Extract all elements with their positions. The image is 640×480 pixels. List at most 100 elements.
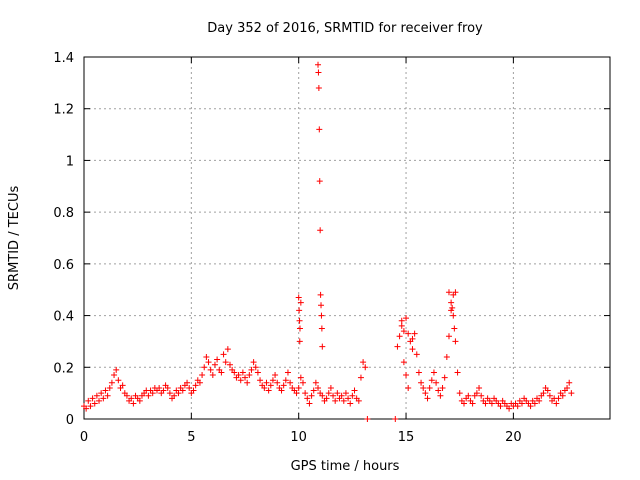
x-tick-label: 10 — [290, 430, 307, 445]
data-point — [319, 343, 326, 350]
data-point — [207, 366, 214, 373]
data-point — [488, 400, 495, 407]
data-point — [104, 392, 111, 399]
data-point — [338, 392, 345, 399]
data-point — [306, 400, 313, 407]
data-point — [96, 397, 103, 404]
data-point — [295, 294, 302, 301]
data-point — [91, 400, 98, 407]
data-point — [347, 400, 354, 407]
data-point — [130, 400, 137, 407]
data-point — [439, 384, 446, 391]
data-point — [435, 387, 442, 394]
data-point — [405, 330, 412, 337]
data-point — [315, 384, 322, 391]
data-point — [536, 397, 543, 404]
data-point — [409, 346, 416, 353]
data-point — [317, 291, 324, 298]
data-point — [254, 369, 261, 376]
data-point — [527, 403, 534, 410]
data-point — [296, 307, 303, 314]
data-point — [248, 366, 255, 373]
data-point — [437, 392, 444, 399]
data-point — [540, 390, 547, 397]
data-point — [473, 390, 480, 397]
data-point — [317, 227, 324, 234]
data-point — [261, 384, 268, 391]
data-point — [424, 395, 431, 402]
data-points — [81, 61, 575, 422]
data-point — [497, 403, 504, 410]
data-point — [145, 392, 152, 399]
data-point — [409, 335, 416, 342]
data-point — [222, 359, 229, 366]
data-point — [214, 356, 221, 363]
y-tick-label: 1.4 — [53, 51, 74, 66]
data-point — [451, 325, 458, 332]
data-point — [392, 416, 399, 422]
data-point — [400, 359, 407, 366]
data-point — [192, 382, 199, 389]
data-point — [413, 351, 420, 358]
data-point — [244, 379, 251, 386]
data-point — [211, 361, 218, 368]
data-point — [327, 384, 334, 391]
data-point — [452, 289, 459, 296]
data-point — [351, 387, 358, 394]
x-tick-label: 20 — [505, 430, 522, 445]
data-point — [282, 377, 289, 384]
data-point — [318, 302, 325, 309]
data-point — [342, 390, 349, 397]
data-point — [304, 395, 311, 402]
data-point — [555, 395, 562, 402]
grid — [84, 57, 610, 419]
data-point — [239, 369, 246, 376]
data-point — [128, 395, 135, 402]
data-point — [506, 405, 513, 412]
data-point — [237, 377, 244, 384]
data-point — [284, 369, 291, 376]
data-point — [415, 369, 422, 376]
data-point — [226, 361, 233, 368]
data-point — [340, 397, 347, 404]
data-point — [398, 317, 405, 324]
data-point — [518, 400, 525, 407]
x-axis-label: GPS time / hours — [291, 459, 400, 474]
data-point — [242, 374, 249, 381]
data-point — [357, 374, 364, 381]
data-point — [449, 304, 456, 311]
data-point — [186, 384, 193, 391]
x-tick-label: 0 — [80, 430, 88, 445]
data-point — [394, 343, 401, 350]
data-point — [476, 384, 483, 391]
data-point — [106, 384, 113, 391]
data-point — [364, 416, 371, 422]
y-tick-label: 1.2 — [53, 103, 74, 118]
data-point — [136, 397, 143, 404]
axes: 0 5 10 15 20 0 0.2 0.4 0.6 0.8 1 1.2 1.4 — [53, 51, 611, 445]
y-axis-label: SRMTID / TECUs — [7, 186, 22, 291]
data-point — [325, 390, 332, 397]
data-point — [316, 178, 323, 185]
data-point — [405, 384, 412, 391]
data-point — [235, 372, 242, 379]
data-point — [296, 338, 303, 345]
data-point — [418, 379, 425, 386]
data-point — [287, 379, 294, 386]
data-point — [445, 333, 452, 340]
data-point — [115, 377, 122, 384]
data-point — [445, 289, 452, 296]
data-point — [454, 369, 461, 376]
y-tick-label: 0.6 — [53, 258, 74, 273]
data-point — [355, 397, 362, 404]
data-point — [443, 353, 450, 360]
data-point — [315, 69, 322, 76]
data-point — [559, 392, 566, 399]
data-point — [218, 369, 225, 376]
data-point — [398, 322, 405, 329]
data-point — [420, 384, 427, 391]
data-point — [566, 379, 573, 386]
data-point — [323, 395, 330, 402]
data-point — [400, 328, 407, 335]
